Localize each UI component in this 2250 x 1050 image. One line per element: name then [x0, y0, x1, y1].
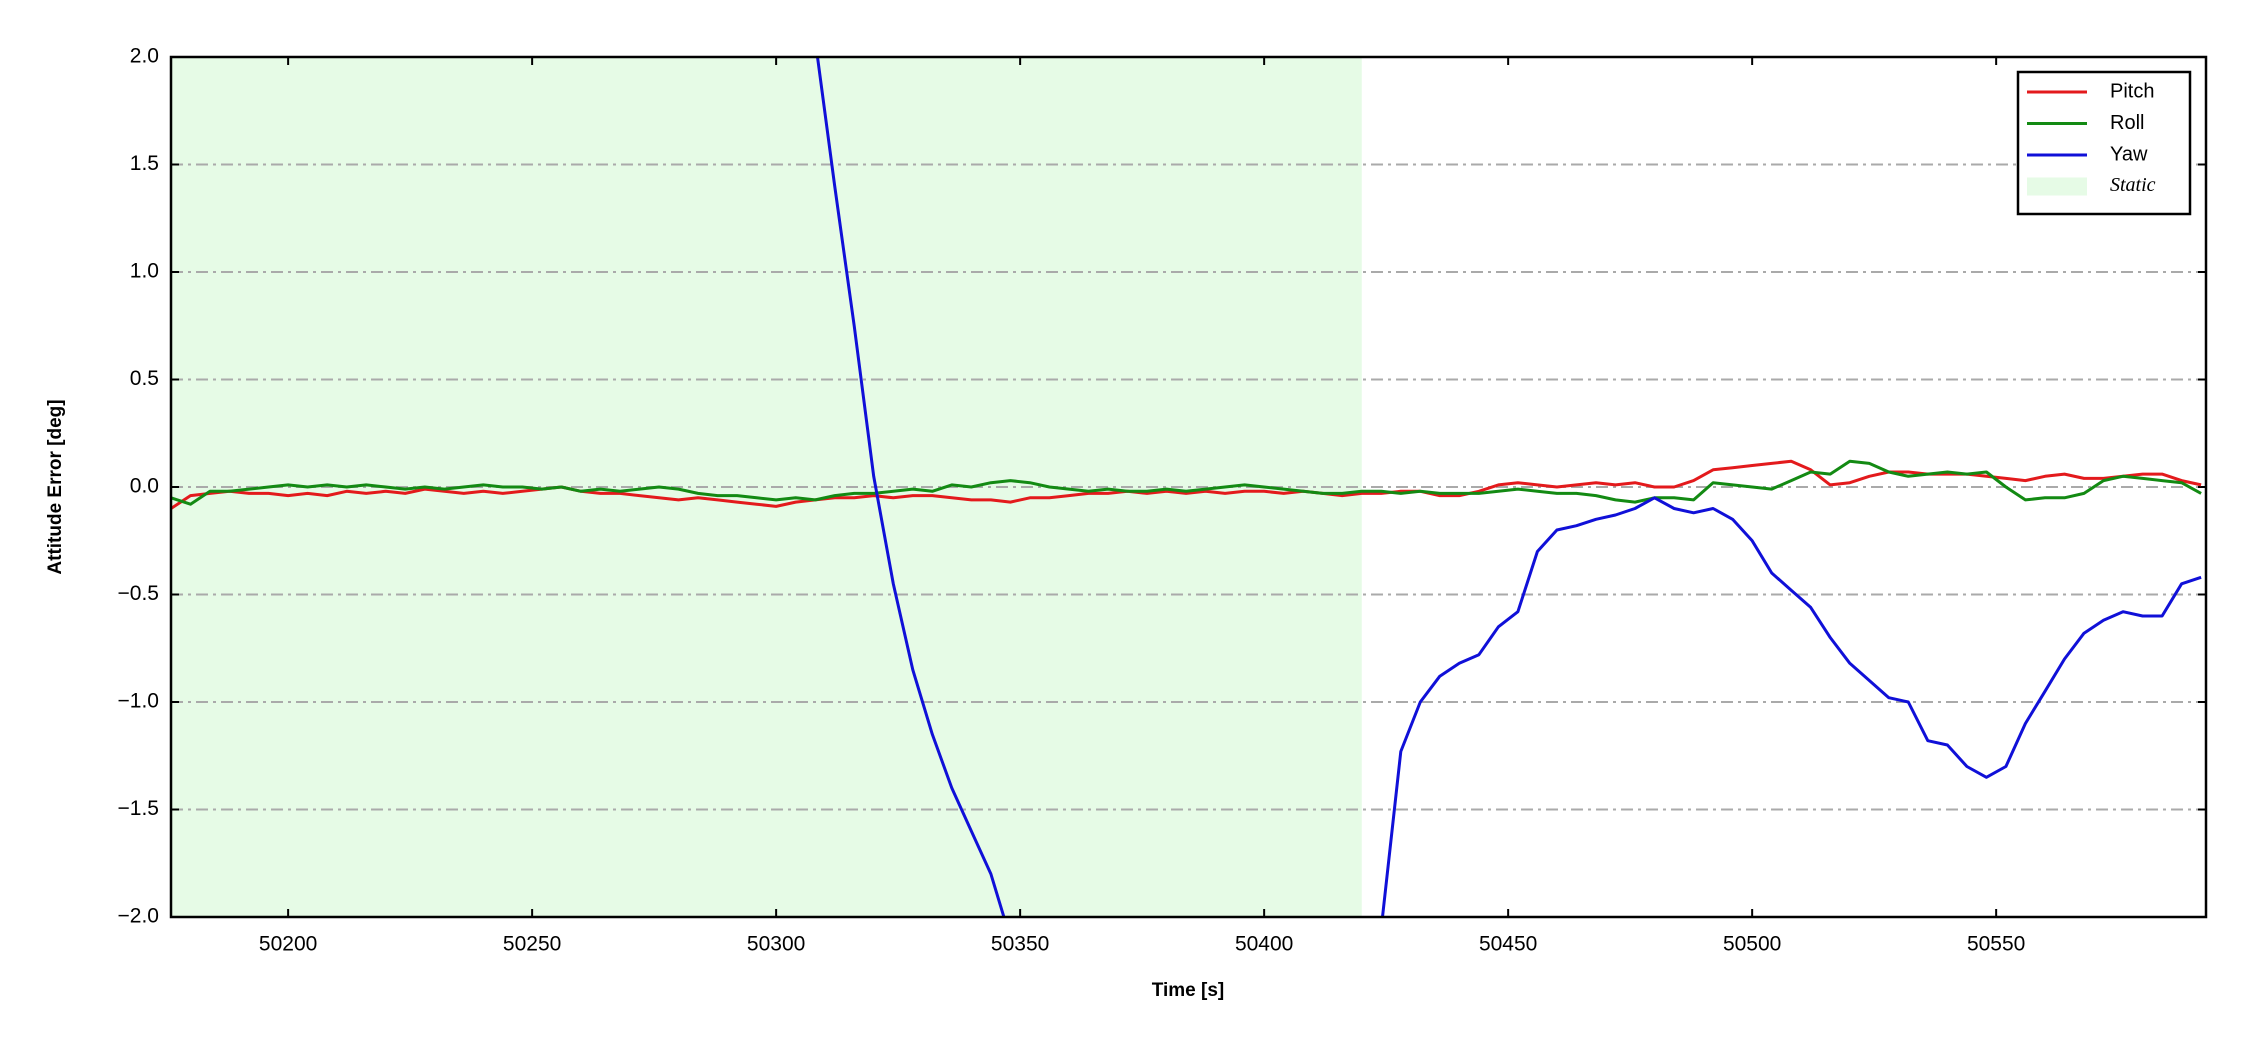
y-tick-label: −1.5 [118, 797, 159, 820]
legend-swatch [2027, 177, 2087, 196]
legend-label: Static [2110, 174, 2156, 196]
x-tick-label: 50500 [1723, 933, 1781, 956]
y-tick-label: 1.5 [130, 152, 159, 175]
series-line [171, 459, 2202, 510]
y-tick-label: 1.0 [130, 260, 159, 283]
plot-frame [169, 55, 2208, 919]
y-tick-label: 0.5 [130, 367, 159, 390]
y-tick-label: −0.5 [118, 582, 159, 605]
y-tick-label: −1.0 [118, 690, 159, 713]
y-tick-label: 0.0 [130, 475, 159, 498]
x-tick-label: 50550 [1967, 933, 2025, 956]
x-axis-title: Time [s] [1152, 980, 1225, 1001]
x-tick-label: 50350 [991, 933, 1049, 956]
y-tick-label: −2.0 [118, 905, 159, 928]
x-tick-label: 50200 [259, 933, 317, 956]
legend-label: Pitch [2110, 80, 2154, 102]
legend-label: Yaw [2110, 143, 2148, 165]
series-line [815, 57, 2202, 917]
x-tick-label: 50300 [747, 933, 805, 956]
x-tick-label: 50400 [1235, 933, 1293, 956]
plot-area [171, 57, 2202, 917]
legend-label: Roll [2110, 112, 2144, 134]
x-tick-label: 50250 [503, 933, 561, 956]
y-tick-label: 2.0 [130, 45, 159, 68]
series-line [171, 459, 2202, 506]
x-tick-label: 50450 [1479, 933, 1537, 956]
y-axis-title: Attitude Error [deg] [45, 399, 66, 574]
